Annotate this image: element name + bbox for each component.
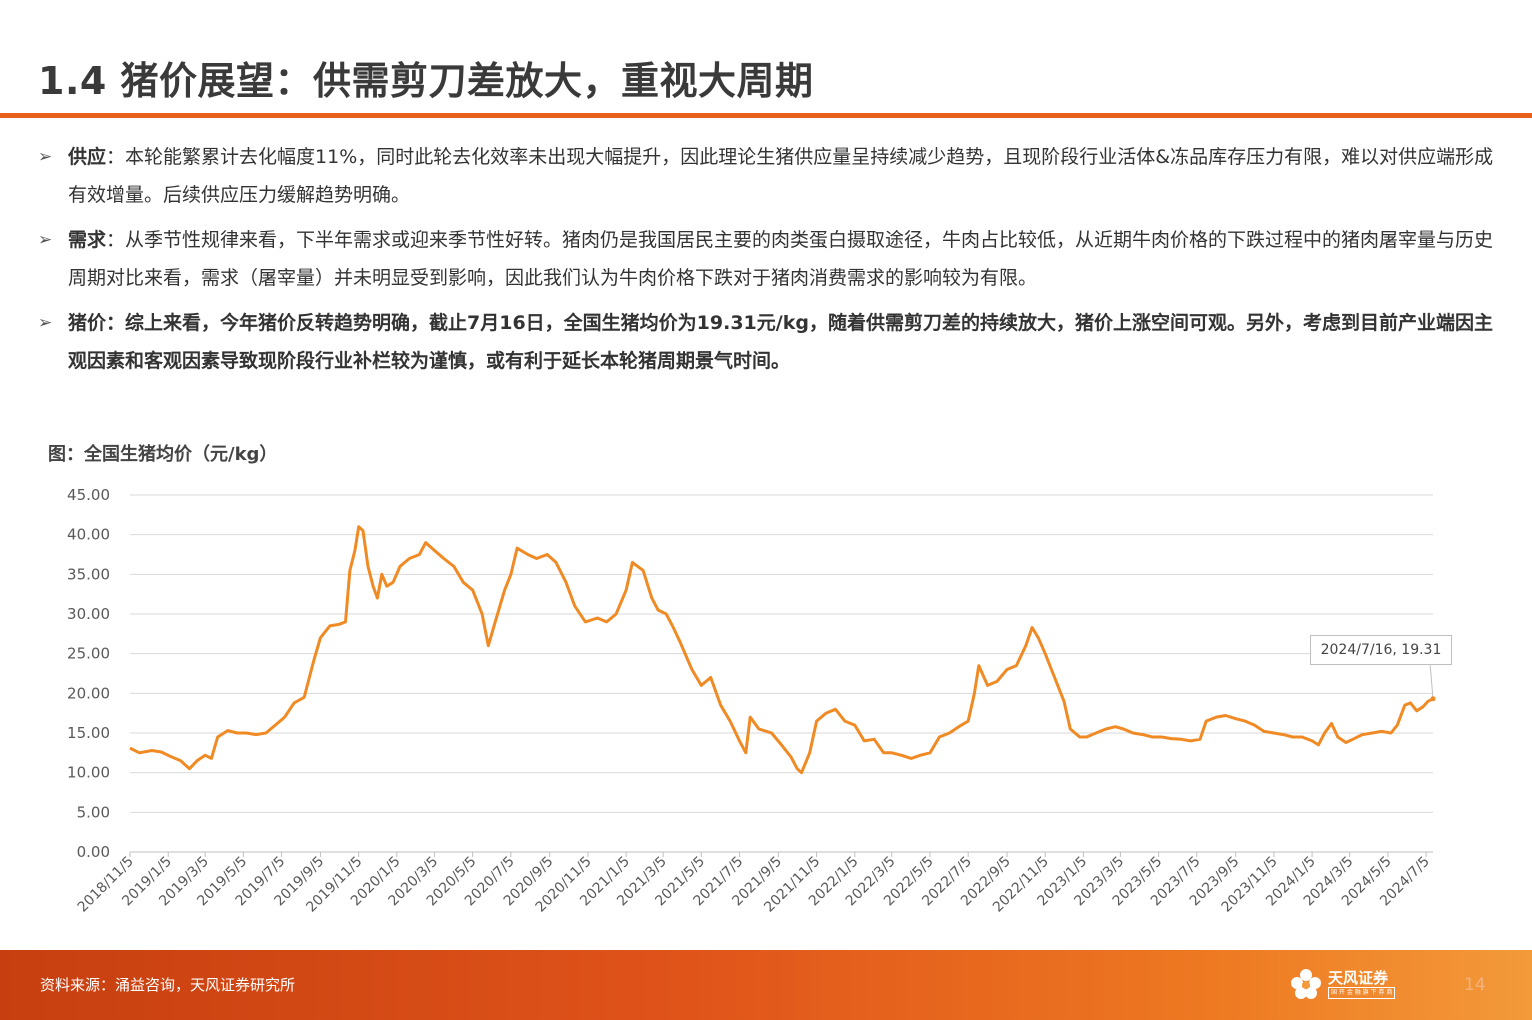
y-tick-label: 15.00 [67, 724, 110, 742]
price-line-chart: 0.00 5.00 10.00 15.00 20.00 25.00 30.00 35.00 40… [67, 486, 1436, 916]
title-divider [0, 113, 1532, 118]
logo-name: 天风证券 [1328, 969, 1389, 987]
arrow-icon: ➢ [38, 230, 53, 250]
arrow-icon: ➢ [38, 313, 53, 333]
bullet-demand: ➢ 需求：从季节性规律来看，下半年需求或迎来季节性好转。猪肉仍是我国居民主要的肉… [38, 221, 1498, 297]
annotation-leader-line [1429, 662, 1434, 699]
bullet-text: ：从季节性规律来看，下半年需求或迎来季节性好转。猪肉仍是我国居民主要的肉类蛋白摄… [68, 229, 1494, 289]
y-tick-label: 20.00 [67, 684, 110, 702]
y-tick-label: 40.00 [67, 526, 110, 544]
source-note: 资料来源：涌益咨询，天风证券研究所 [40, 976, 296, 994]
bullet-lead: 猪价 [68, 312, 107, 334]
bullet-text: ：本轮能繁累计去化幅度11%，同时此轮去化效率未出现大幅提升，因此理论生猪供应量… [68, 146, 1494, 206]
annotation-point [1430, 696, 1436, 702]
y-tick-label: 0.00 [77, 843, 110, 861]
page-number: 14 [1464, 975, 1486, 995]
y-tick-label: 5.00 [77, 803, 110, 821]
bullet-list: ➢ 供应：本轮能繁累计去化幅度11%，同时此轮去化效率未出现大幅提升，因此理论生… [38, 138, 1498, 387]
bullet-price: ➢ 猪价：综上来看，今年猪价反转趋势明确，截止7月16日，全国生猪均价为19.3… [38, 304, 1498, 380]
page-title: 1.4 猪价展望：供需剪刀差放大，重视大周期 [38, 59, 814, 103]
bullet-text: ：综上来看，今年猪价反转趋势明确，截止7月16日，全国生猪均价为19.31元/k… [68, 312, 1493, 372]
bullet-lead: 供应 [68, 146, 107, 168]
chart-annotation-label: 2024/7/16, 19.31 [1310, 635, 1452, 665]
y-tick-label: 10.00 [67, 764, 110, 782]
flower-logo-icon [1288, 966, 1324, 1002]
y-tick-label: 30.00 [67, 605, 110, 623]
bullet-supply: ➢ 供应：本轮能繁累计去化幅度11%，同时此轮去化效率未出现大幅提升，因此理论生… [38, 138, 1498, 214]
logo-subtitle: 国 开 金 融 旗 下 券 商 [1328, 987, 1396, 999]
company-logo: 天风证券 国 开 金 融 旗 下 券 商 [1288, 966, 1396, 1002]
chart-title: 图：全国生猪均价（元/kg） [48, 444, 278, 465]
bullet-lead: 需求 [68, 229, 107, 251]
footer-bar [0, 950, 1532, 1020]
y-tick-label: 45.00 [67, 486, 110, 504]
y-tick-label: 25.00 [67, 645, 110, 663]
y-tick-label: 35.00 [67, 565, 110, 583]
arrow-icon: ➢ [38, 147, 53, 167]
price-series-line [129, 525, 1434, 775]
